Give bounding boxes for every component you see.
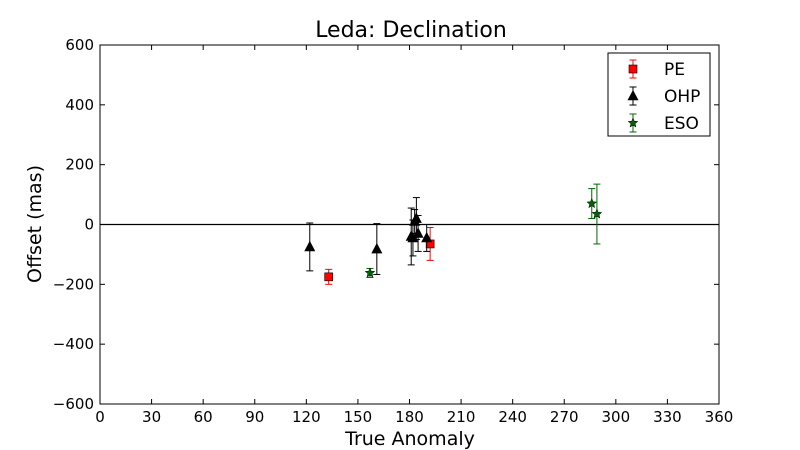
- legend-label-ohp: OHP: [664, 87, 700, 107]
- eso-point: [364, 267, 376, 278]
- pe-point: [324, 272, 333, 282]
- y-tick-label: 600: [65, 36, 94, 54]
- y-tick-label: −400: [53, 335, 94, 353]
- legend-box: [607, 52, 711, 137]
- x-tick-label: 60: [194, 408, 213, 426]
- y-tick-label: −200: [53, 275, 94, 293]
- x-tick-label: 0: [95, 408, 105, 426]
- ohp-point: [412, 227, 424, 238]
- eso-point: [591, 208, 603, 219]
- legend: PE OHP ESO: [607, 52, 711, 137]
- y-tick-label: −600: [53, 395, 94, 413]
- ohp-point: [304, 240, 316, 252]
- legend-eso-marker: [627, 117, 639, 128]
- y-tick-label: 200: [65, 156, 94, 174]
- y-tick-label: 0: [84, 216, 94, 234]
- x-tick-label: 90: [245, 408, 264, 426]
- plot-area: 0 30 60 90 120 150 180 210 240 270 300 330 360 −600 −4…: [53, 36, 734, 426]
- x-tick-label: 120: [292, 408, 321, 426]
- legend-label-pe: PE: [664, 60, 685, 80]
- x-tick-label: 180: [395, 408, 424, 426]
- chart-title: Leda: Declination: [315, 18, 507, 43]
- legend-ohp-marker: [627, 89, 639, 101]
- ohp-point: [410, 212, 422, 223]
- x-tick-label: 30: [142, 408, 161, 426]
- legend-pe-marker: [628, 64, 638, 74]
- ohp-point: [421, 231, 433, 243]
- y-axis-label: Offset (mas): [24, 165, 46, 283]
- ohp-point: [371, 242, 383, 254]
- eso-point: [586, 197, 598, 209]
- x-tick-label: 210: [447, 408, 476, 426]
- x-tick-label: 240: [498, 408, 527, 426]
- legend-label-eso: ESO: [664, 114, 699, 134]
- x-tick-label: 300: [602, 408, 631, 426]
- x-tick-label: 330: [653, 408, 682, 426]
- y-tick-label: 400: [65, 96, 94, 114]
- x-tick-label: 270: [550, 408, 579, 426]
- x-axis-label: True Anomaly: [344, 428, 475, 450]
- x-tick-label: 360: [705, 408, 734, 426]
- x-tick-label: 150: [344, 408, 373, 426]
